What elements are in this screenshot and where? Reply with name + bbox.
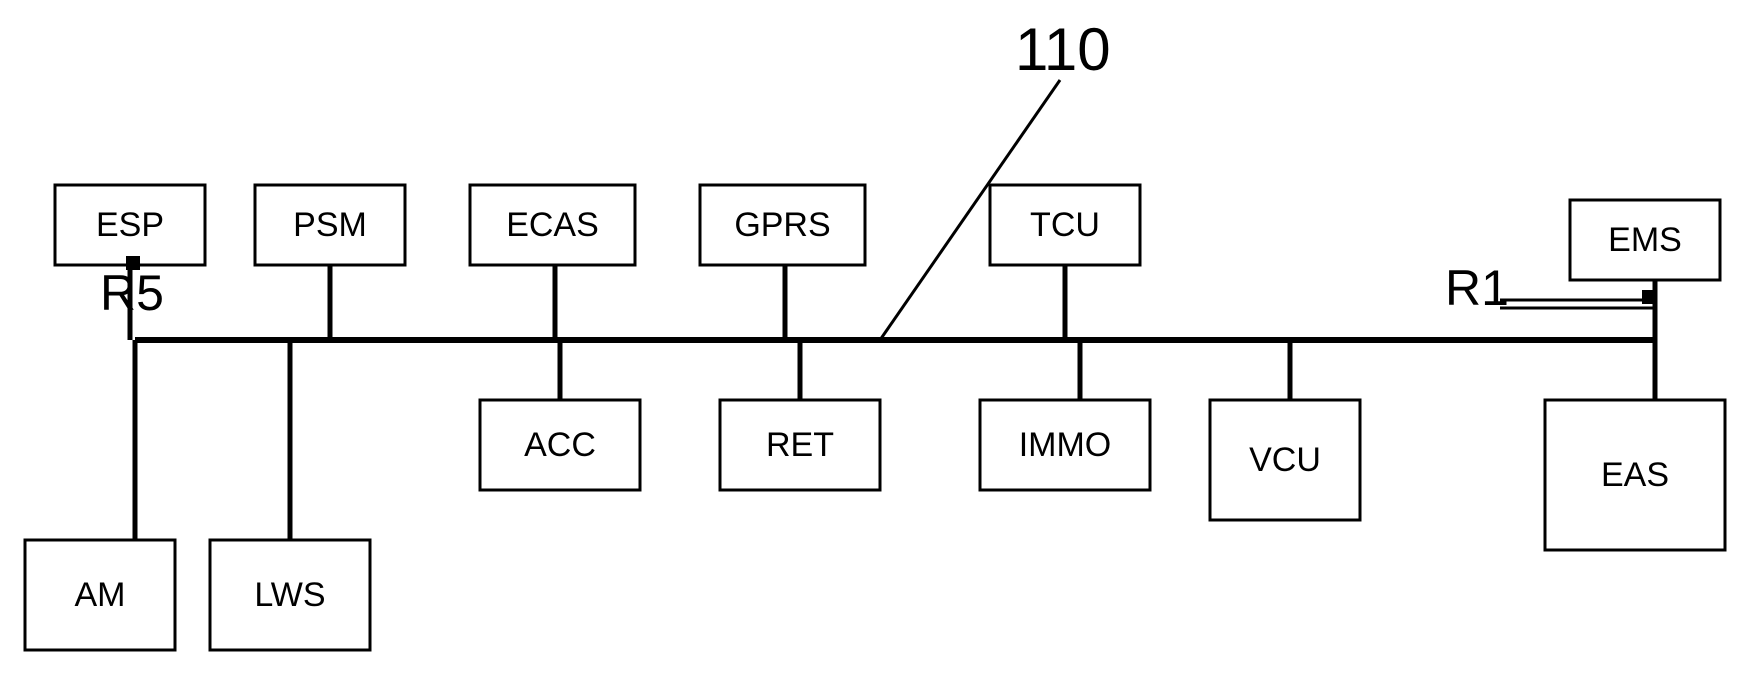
node-label-psm: PSM: [293, 206, 367, 244]
node-label-tcu: TCU: [1030, 206, 1100, 244]
node-label-ret: RET: [766, 426, 834, 464]
node-label-am: AM: [75, 576, 126, 614]
node-label-ems: EMS: [1608, 221, 1682, 259]
terminator-label-r1: R1: [1445, 260, 1509, 316]
node-label-acc: ACC: [524, 426, 596, 464]
node-label-esp: ESP: [96, 206, 164, 244]
callout-label: 110: [1015, 16, 1111, 83]
terminator-label-r5: R5: [100, 265, 164, 321]
node-label-gprs: GPRS: [734, 206, 830, 244]
node-label-lws: LWS: [254, 576, 325, 614]
terminator-marker-r1: [1642, 290, 1656, 304]
node-label-immo: IMMO: [1019, 426, 1112, 464]
node-label-vcu: VCU: [1249, 441, 1321, 479]
node-label-eas: EAS: [1601, 456, 1669, 494]
bus-diagram: 110 ESP PSM ECAS GPRS TCU EMS ACC RET IMMO VCU EAS A…: [0, 0, 1747, 670]
node-label-ecas: ECAS: [506, 206, 599, 244]
